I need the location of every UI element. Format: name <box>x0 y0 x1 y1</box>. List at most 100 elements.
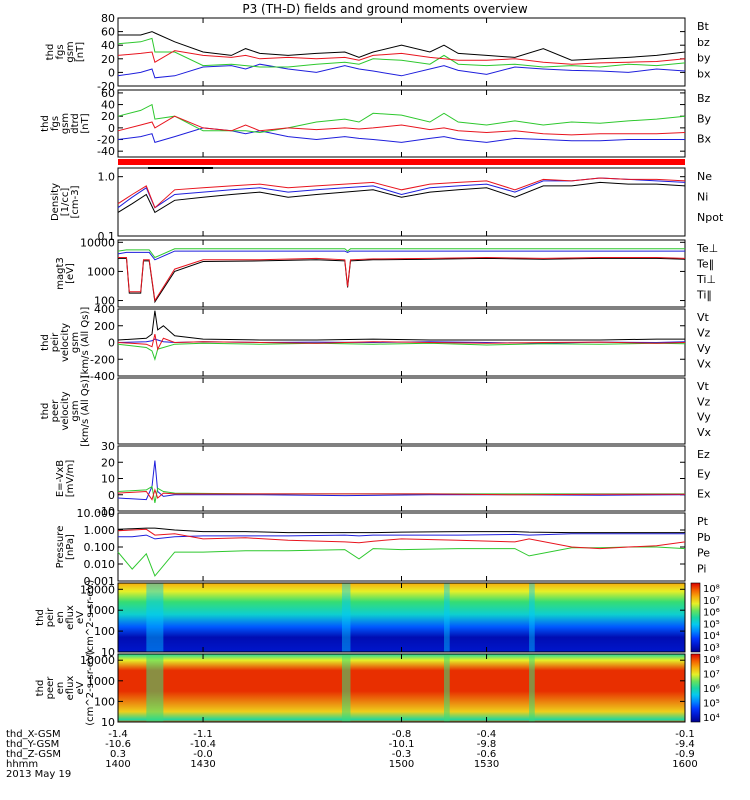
colorbar-label: 10⁴ <box>703 713 720 724</box>
legend-Vt: Vt <box>697 311 710 324</box>
status-bar <box>118 159 685 165</box>
ytick-label: 20 <box>101 53 115 66</box>
panel-efield: -10 0 10 20 30 E=-VxB [mV/m] Ez Ey Ex <box>55 440 711 518</box>
legend-Vz: Vz <box>697 395 711 408</box>
ytick-label: 1.0 <box>98 171 116 184</box>
ytick-label: 20 <box>101 456 115 469</box>
xaxis-value: -1.4 <box>108 729 128 740</box>
series-Ti⊥ <box>117 250 685 261</box>
ylabel-line: gsm <box>65 41 76 62</box>
legend-Pt: Pt <box>697 515 709 528</box>
legend-Ti⊥: Ti⊥ <box>696 273 716 286</box>
xaxis-value: -0.9 <box>675 749 695 760</box>
legend-Vt: Vt <box>697 380 710 393</box>
legend-Bx: Bx <box>697 133 712 146</box>
ylabel-line: thd <box>40 334 51 351</box>
ytick-label: 100 <box>94 625 115 638</box>
series-Pe <box>117 546 686 577</box>
series-Pt <box>117 527 685 534</box>
ylabel-line: Density <box>50 183 61 221</box>
colorbar-label: 10⁵ <box>703 619 720 630</box>
ytick-label: 40 <box>101 99 115 112</box>
legend-Ey: Ey <box>697 468 711 481</box>
ytick-label: -20 <box>97 134 115 147</box>
series-Vt <box>117 310 685 341</box>
ytick-label: 0 <box>108 337 115 350</box>
ytick-label: 30 <box>101 440 115 453</box>
xaxis-row-label: hhmm <box>6 759 38 770</box>
ylabel-line: thd <box>45 44 56 61</box>
ylabel-line: thd <box>35 609 46 626</box>
ylabel-line: [nPa] <box>65 534 76 560</box>
legend-bx: bx <box>697 67 711 80</box>
ylabel-line: [eV] <box>65 263 76 284</box>
ytick-label: 1000 <box>87 265 115 278</box>
heatmap-feature-3 <box>529 583 535 652</box>
ytick-label: 0.010 <box>84 558 116 571</box>
ylabel-line: Pressure <box>55 526 66 569</box>
ytick-label: 60 <box>101 87 115 100</box>
legend-bz: bz <box>697 36 710 49</box>
ylabel-line: eV <box>75 681 86 694</box>
series-Ez <box>117 488 685 501</box>
ylabel-line: peir <box>45 607 56 627</box>
series-bx <box>117 63 686 79</box>
ytick-label: 10000 <box>80 654 115 667</box>
xaxis-value: -0.4 <box>477 729 497 740</box>
heatmap-field <box>118 654 685 722</box>
ytick-label: -200 <box>90 353 115 366</box>
legend-Vy: Vy <box>697 411 711 424</box>
legend-Vz: Vz <box>697 327 711 340</box>
ytick-label: 400 <box>94 303 115 316</box>
legend-Vx: Vx <box>697 358 712 371</box>
colorbar <box>690 653 701 723</box>
series-Pi <box>118 533 685 540</box>
ylabel-line: thd <box>35 680 46 697</box>
heatmap-feature-1 <box>341 654 351 722</box>
panel-pressure: 0.001 0.010 0.100 1.000 10.000 Pressure [nPa] P… <box>55 507 711 588</box>
legend-Te⊥: Te⊥ <box>696 242 718 255</box>
panel-frame <box>117 445 686 512</box>
heatmap-feature-0 <box>146 583 164 652</box>
ylabel-line: velocity <box>60 391 71 430</box>
legend-Bz: Bz <box>697 92 711 105</box>
ytick-label: 20 <box>101 110 115 123</box>
ytick-label: 10 <box>101 646 115 659</box>
ylabel-line: eV <box>75 611 86 624</box>
ytick-label: 0.100 <box>84 541 116 554</box>
ylabel-line: peer <box>45 676 56 700</box>
ylabel-line: en <box>55 611 66 624</box>
panel-peer_en_eflux: 10⁸ 10⁷ 10⁶ 10⁵ 10⁴ 10 100 1000 10000 thd peer en ef… <box>35 650 720 729</box>
date-label: 2013 May 19 <box>6 769 71 780</box>
ylabel-line: velocity <box>60 323 71 362</box>
ytick-label: -20 <box>97 80 115 93</box>
xaxis-row-label: thd_Y-GSM <box>6 739 59 750</box>
ylabel-line: fgs <box>50 116 61 131</box>
xaxis-value: -0.1 <box>675 729 695 740</box>
legend-Vy: Vy <box>697 342 711 355</box>
ytick-label: -10 <box>97 505 115 518</box>
colorbar-label: 10⁸ <box>703 655 720 666</box>
xaxis-value: 1600 <box>672 759 697 770</box>
heatmap-feature-0 <box>146 654 164 722</box>
status-marker <box>148 167 213 169</box>
series-Pb <box>117 528 686 550</box>
ytick-label: 60 <box>101 26 115 39</box>
ytick-label: -400 <box>90 370 115 383</box>
ylabel-line: magt3 <box>55 257 66 290</box>
ytick-label: 10.000 <box>77 507 116 520</box>
xaxis-value: -0.3 <box>392 749 412 760</box>
ytick-label: -40 <box>97 145 115 158</box>
ytick-label: 200 <box>94 320 115 333</box>
colorbar-label: 10⁷ <box>703 596 720 607</box>
ytick-label: 0 <box>108 122 115 135</box>
legend-by: by <box>697 52 711 65</box>
heatmap-feature-3 <box>529 654 535 722</box>
ylabel-line: fgs <box>55 44 66 59</box>
xaxis-value: -9.4 <box>675 739 695 750</box>
heatmap-feature-2 <box>444 654 450 722</box>
colorbar-label: 10⁷ <box>703 670 720 681</box>
ylabel-line: [mV/m] <box>65 460 76 498</box>
